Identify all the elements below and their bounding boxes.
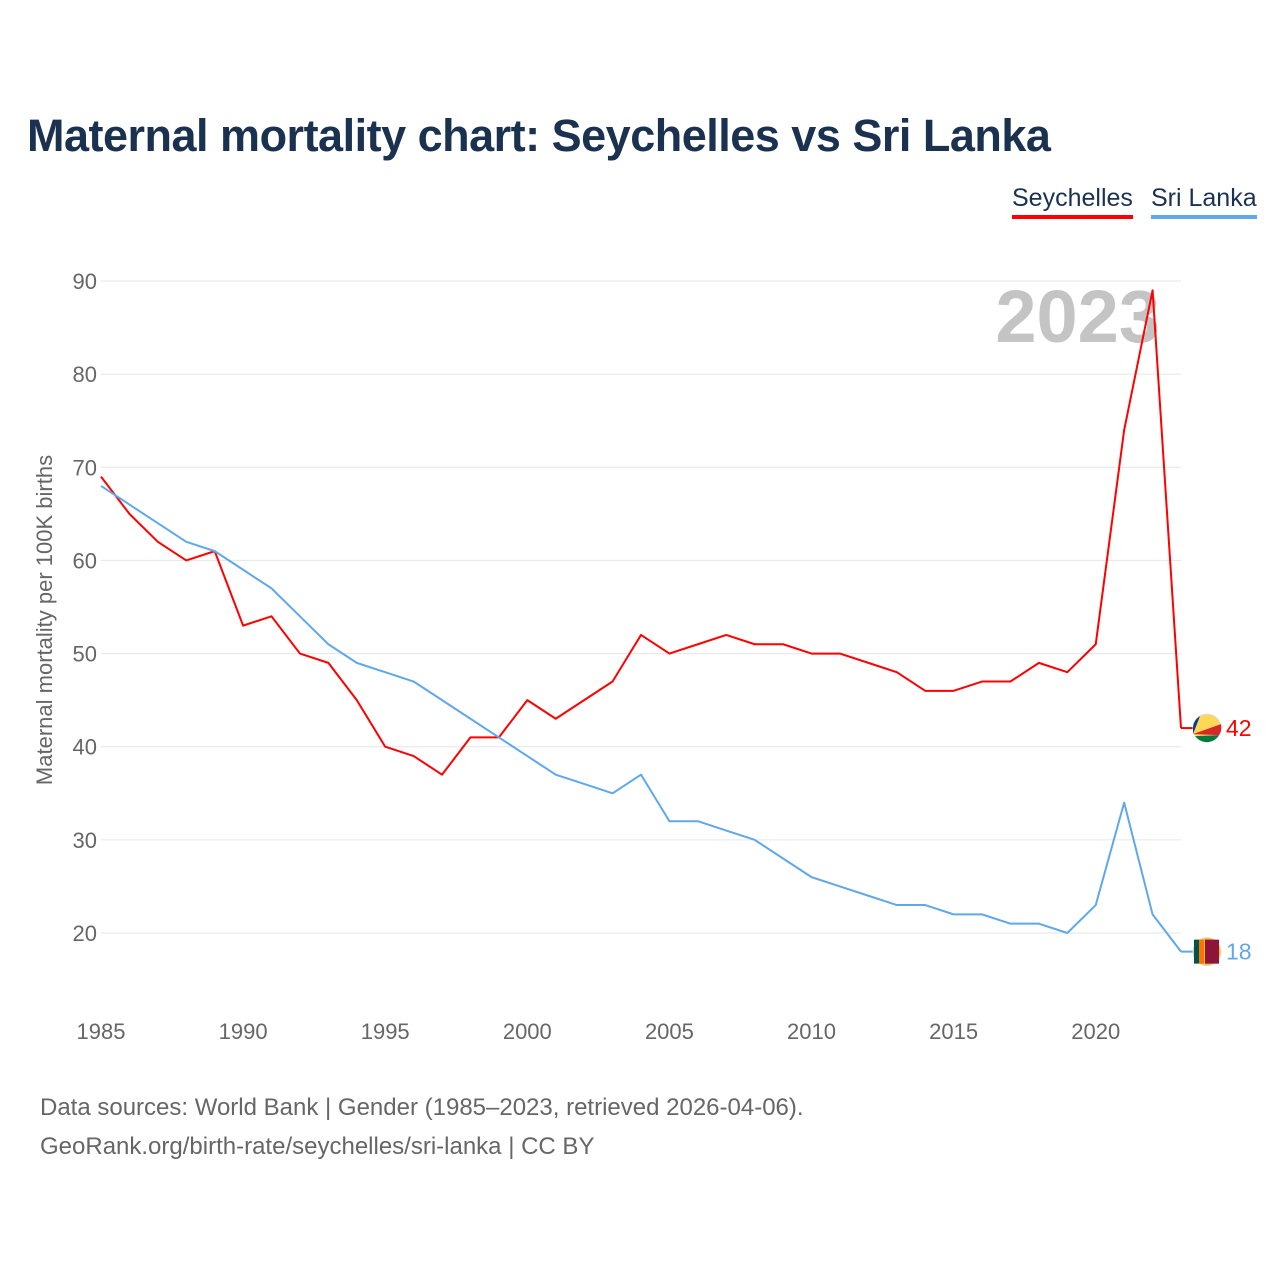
x-tick-label: 1990 [219,1019,268,1044]
x-tick-label: 2000 [503,1019,552,1044]
end-value-label: 42 [1226,715,1252,741]
y-tick-label: 80 [73,362,97,387]
x-tick-label: 2005 [645,1019,694,1044]
y-tick-label: 40 [73,735,97,760]
x-tick-label: 2020 [1071,1019,1120,1044]
footer-link[interactable]: GeoRank.org/birth-rate/seychelles/sri-la… [40,1133,595,1160]
flag-stripe [1193,716,1200,735]
x-tick-label: 2015 [929,1019,978,1044]
y-tick-label: 70 [73,455,97,480]
series-line-seychelles [100,289,1182,776]
y-tick-label: 60 [73,548,97,573]
y-axis-label: Maternal mortality per 100K births [32,455,57,785]
end-value-label: 18 [1226,939,1252,965]
flag-stripe [1193,724,1222,736]
x-tick-label: 1995 [361,1019,410,1044]
year-watermark: 2023 [995,275,1160,358]
flag-stripe [1205,939,1219,964]
chart-title: Maternal mortality chart: Seychelles vs … [27,110,1051,161]
y-tick-label: 20 [73,921,97,946]
series-line-sri-lanka [100,485,1182,953]
flag-stripe [1194,939,1199,964]
legend-sri-lanka[interactable]: Sri Lanka [1151,184,1257,219]
legend-seychelles[interactable]: Seychelles [1012,184,1133,219]
x-tick-label: 1985 [77,1019,126,1044]
y-tick-label: 90 [73,269,97,294]
flag-stripe [1195,735,1219,743]
x-tick-label: 2010 [787,1019,836,1044]
footer-sources: Data sources: World Bank | Gender (1985–… [40,1094,804,1121]
y-tick-label: 50 [73,642,97,667]
flag-stripe [1199,939,1204,964]
footer: Data sources: World Bank | Gender (1985–… [40,1088,804,1166]
y-tick-label: 30 [73,828,97,853]
